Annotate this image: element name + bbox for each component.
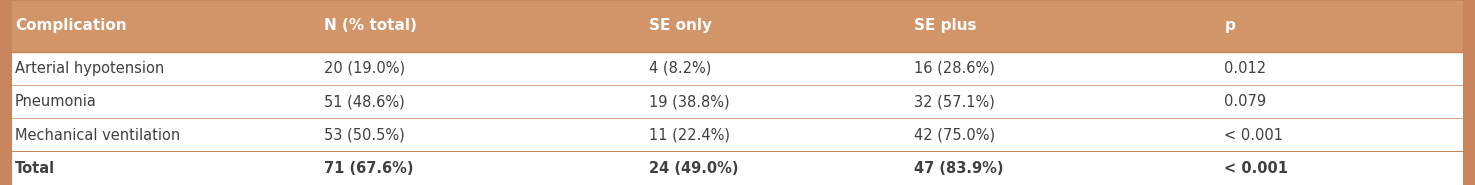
- Text: 71 (67.6%): 71 (67.6%): [324, 161, 414, 176]
- Text: < 0.001: < 0.001: [1224, 161, 1288, 176]
- Text: 20 (19.0%): 20 (19.0%): [324, 61, 406, 76]
- Text: 16 (28.6%): 16 (28.6%): [914, 61, 996, 76]
- Text: 24 (49.0%): 24 (49.0%): [649, 161, 739, 176]
- Bar: [12, 1, 1463, 52]
- Text: 11 (22.4%): 11 (22.4%): [649, 127, 730, 143]
- Text: SE plus: SE plus: [914, 18, 976, 33]
- Text: 47 (83.9%): 47 (83.9%): [914, 161, 1004, 176]
- Text: 42 (75.0%): 42 (75.0%): [914, 127, 996, 143]
- Text: Mechanical ventilation: Mechanical ventilation: [15, 127, 180, 143]
- Bar: [12, 52, 1463, 85]
- Text: 51 (48.6%): 51 (48.6%): [324, 94, 406, 109]
- Text: 0.012: 0.012: [1224, 61, 1267, 76]
- Text: 0.079: 0.079: [1224, 94, 1267, 109]
- Text: SE only: SE only: [649, 18, 712, 33]
- Bar: [12, 85, 1463, 118]
- Text: Total: Total: [15, 161, 55, 176]
- Text: 32 (57.1%): 32 (57.1%): [914, 94, 996, 109]
- Text: Arterial hypotension: Arterial hypotension: [15, 61, 164, 76]
- Text: N (% total): N (% total): [324, 18, 417, 33]
- Text: 19 (38.8%): 19 (38.8%): [649, 94, 730, 109]
- Text: 4 (8.2%): 4 (8.2%): [649, 61, 711, 76]
- Bar: [12, 152, 1463, 185]
- Text: Complication: Complication: [15, 18, 127, 33]
- Text: Pneumonia: Pneumonia: [15, 94, 97, 109]
- Text: 53 (50.5%): 53 (50.5%): [324, 127, 406, 143]
- Bar: [12, 118, 1463, 151]
- Text: p: p: [1224, 18, 1235, 33]
- Text: < 0.001: < 0.001: [1224, 127, 1283, 143]
